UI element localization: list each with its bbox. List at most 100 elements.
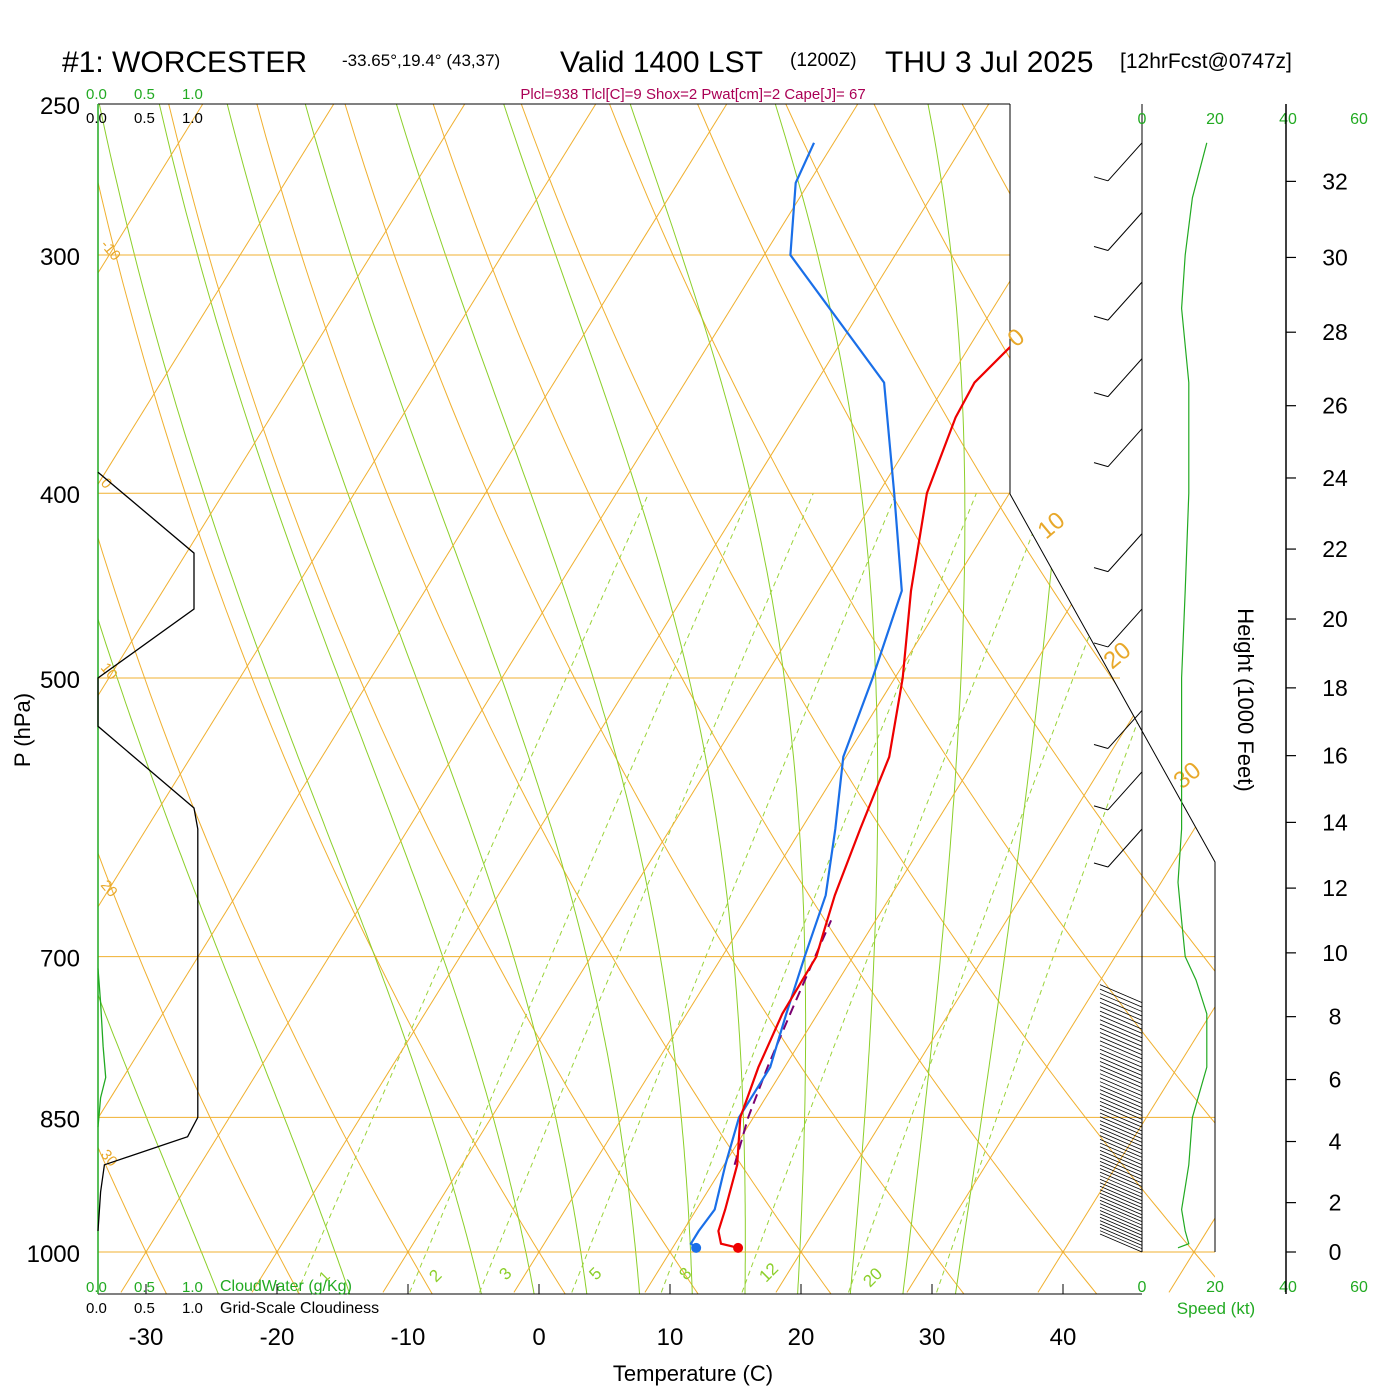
wind-barb-flag [1093, 805, 1109, 811]
pressure-tick-label: 300 [40, 244, 80, 271]
low-level-wind-barb [1099, 1216, 1143, 1236]
wind-speed-tick-bottom: 20 [1206, 1279, 1224, 1296]
temperature-tick-label: 20 [788, 1324, 815, 1351]
wind-barb-staff [1107, 281, 1143, 321]
isotherm [513, 104, 1215, 1293]
low-level-wind-barb [1099, 1150, 1143, 1169]
height-tick-label: 8 [1329, 1004, 1342, 1030]
low-level-wind-barb [1099, 1138, 1143, 1158]
wind-speed-label: Speed (kt) [1177, 1299, 1255, 1318]
wind-speed-tick-top: 60 [1350, 111, 1368, 128]
height-tick-label: 6 [1329, 1067, 1342, 1093]
temperature-tick-label: 40 [1050, 1324, 1077, 1351]
low-level-wind-barb [1099, 1108, 1143, 1128]
dry-adiabat [98, 104, 570, 1294]
wind-barb-staff [1107, 358, 1143, 397]
wind-speed-tick-bottom: 60 [1350, 1279, 1368, 1296]
dry-adiabat [0, 70, 36, 1300]
wind-speed-tick-top: 20 [1206, 111, 1224, 128]
dry-adiabat-label: 0 [97, 475, 115, 492]
dry-adiabat-label: 10 [97, 660, 121, 684]
low-level-wind-barb [1099, 1157, 1143, 1177]
mixing-ratio-line [741, 493, 1050, 1293]
dry-adiabat [98, 104, 171, 1294]
height-tick-label: 30 [1322, 244, 1348, 270]
temperature-tick-label: 30 [919, 1324, 946, 1351]
dewpoint-trace [689, 142, 903, 1249]
low-level-wind-barb [1099, 1073, 1143, 1093]
low-level-wind-barb [1099, 988, 1143, 1008]
moist-adiabat-label: 3 [495, 1264, 515, 1284]
cloud-water-profile [97, 968, 107, 1128]
valid-date: THU 3 Jul 2025 [885, 46, 1093, 79]
low-level-wind-barb [1099, 1220, 1143, 1240]
moist-adiabat [901, 104, 966, 1294]
temperature-tick-label: 10 [657, 1324, 684, 1351]
wind-barb-staff [1107, 710, 1143, 749]
surface-dewpoint-dot [691, 1242, 702, 1253]
moist-adiabat [295, 104, 641, 1294]
pressure-axis-label: P (hPa) [10, 693, 35, 767]
low-level-wind-barb [1099, 1027, 1143, 1047]
low-level-wind-barb [1099, 1085, 1143, 1105]
moist-adiabat-label: 2 [425, 1266, 445, 1286]
height-tick-label: 32 [1322, 168, 1348, 194]
cloudiness-scale-bottom: 1.0 [182, 1300, 203, 1317]
wind-barb-flag [1093, 567, 1109, 573]
low-level-wind-barb [1099, 1040, 1143, 1060]
low-level-wind-barb [1099, 1032, 1143, 1051]
isotherm [98, 104, 749, 1293]
low-level-wind-barb [1099, 1206, 1143, 1226]
wind-barb [1093, 142, 1143, 182]
dry-adiabat [595, 104, 1215, 1294]
dry-adiabat [421, 104, 1103, 1294]
cloud-panel: 0.0 0.0 0.0 0.0 0.5 0.5 0.5 0.5 1.0 1.0 1.0 1.0 Clou… [86, 86, 379, 1317]
low-level-wind-barb [1099, 1069, 1143, 1089]
moist-adiabat-label: 12 [755, 1259, 782, 1286]
low-level-wind-barb [1099, 993, 1143, 1012]
skewed-boundary [1009, 104, 1216, 1252]
height-tick-label: 2 [1329, 1190, 1342, 1216]
dry-adiabat [1118, 104, 1215, 1294]
cloud-water-scale-bottom: 1.0 [182, 1279, 203, 1296]
surface-temperature-dot [733, 1242, 744, 1253]
temperature-axis-label: Temperature (C) [613, 1361, 773, 1386]
cloud-water-scale-bottom: 0.5 [134, 1279, 155, 1296]
wind-speed-tick-bottom: 40 [1279, 1279, 1297, 1296]
moist-adiabat [98, 104, 484, 1294]
dry-adiabat [508, 104, 1215, 1294]
low-level-wind-barb [1099, 1192, 1143, 1212]
valid-time: Valid 1400 LST [560, 46, 763, 79]
dry-adiabat-label: 20 [97, 877, 121, 901]
wind-barb-flag [1093, 862, 1109, 868]
wind-barb-flag [1093, 743, 1109, 749]
stability-indices: Plcl=938 Tlcl[C]=9 Shox=2 Pwat[cm]=2 Cap… [520, 86, 865, 103]
isotherm [98, 104, 618, 1293]
dry-adiabat [98, 104, 437, 1294]
low-level-wind-barb [1099, 1036, 1143, 1056]
wind-barb [1093, 828, 1143, 868]
isotherm [1037, 104, 1215, 1293]
dry-adiabat [770, 104, 1215, 1294]
wind-barb-flag [1093, 462, 1109, 468]
dry-adiabat [334, 104, 970, 1294]
isobar-lines [98, 254, 1215, 1253]
mixing-ratio-line [409, 493, 751, 1293]
low-level-wind-barb [1099, 1199, 1143, 1219]
low-level-wind-barb [1099, 1189, 1143, 1209]
low-level-wind-barb [1099, 1112, 1143, 1132]
low-level-wind-barb [1099, 1093, 1143, 1112]
low-level-wind-barb [1099, 1135, 1143, 1155]
cloud-water-scale-bottom: 0.0 [86, 1279, 107, 1296]
height-tick-label: 14 [1322, 809, 1348, 835]
wind-barb-staff [1107, 771, 1143, 811]
cloudiness-scale-bottom: 0.5 [134, 1300, 155, 1317]
wind-barb-flag [1093, 315, 1109, 321]
pressure-tick-label: 400 [40, 482, 80, 509]
cloudiness-scale-top: 0.5 [134, 110, 155, 127]
low-level-wind-barb [1099, 1223, 1143, 1243]
height-axis-label: Height (1000 Feet) [1233, 608, 1258, 791]
low-level-wind-barb [1099, 1104, 1143, 1124]
